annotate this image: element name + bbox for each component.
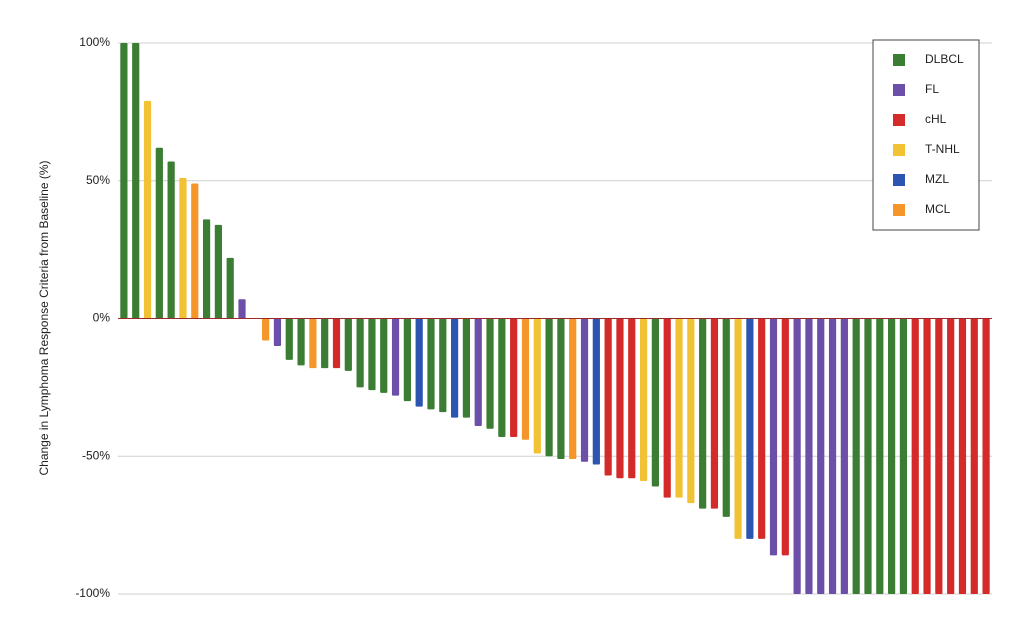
bar	[262, 318, 270, 341]
bar	[970, 318, 978, 594]
bar	[202, 219, 211, 319]
bar	[510, 318, 518, 437]
bar	[687, 318, 695, 504]
y-tick-label: -100%	[75, 586, 110, 600]
bar	[238, 299, 246, 319]
bar	[521, 318, 530, 440]
bar	[155, 147, 163, 319]
bar	[675, 318, 683, 498]
bar	[734, 318, 742, 539]
bar	[297, 318, 305, 366]
bar	[309, 318, 317, 369]
legend-swatch	[893, 204, 905, 216]
y-tick-label: -50%	[82, 448, 110, 462]
legend-label: cHL	[925, 112, 947, 126]
bar	[191, 183, 199, 319]
bar	[888, 318, 896, 594]
bar	[321, 318, 329, 369]
legend-label: DLBCL	[925, 52, 964, 66]
bar	[120, 43, 128, 319]
bar	[569, 318, 577, 460]
legend-label: MZL	[925, 172, 949, 186]
y-tick-label: 50%	[86, 173, 110, 187]
legend-swatch	[893, 174, 905, 186]
bar	[758, 318, 766, 539]
bar	[864, 318, 872, 594]
bar	[486, 318, 494, 429]
bar	[899, 318, 908, 594]
bar	[462, 318, 471, 418]
y-axis-label: Change in Lymphoma Response Criteria fro…	[37, 160, 51, 475]
y-tick-label: 100%	[79, 35, 110, 49]
bar	[580, 318, 589, 462]
bar	[391, 318, 400, 396]
legend-swatch	[893, 114, 905, 126]
bar	[947, 318, 955, 594]
bar	[852, 318, 860, 594]
legend-label: FL	[925, 82, 939, 96]
bar	[533, 318, 541, 454]
bar	[474, 318, 482, 426]
bar	[498, 318, 506, 437]
bar	[604, 318, 612, 476]
legend-swatch	[893, 54, 905, 66]
legend-swatch	[893, 144, 905, 156]
bar	[344, 318, 352, 371]
bar	[132, 43, 140, 319]
bar	[179, 177, 187, 319]
bar	[710, 318, 719, 509]
bar	[380, 318, 388, 393]
bar	[911, 318, 919, 594]
bar	[356, 318, 364, 388]
bar	[427, 318, 435, 410]
bar	[285, 318, 293, 360]
bar	[651, 318, 659, 487]
bar	[663, 318, 671, 498]
bar	[781, 318, 789, 556]
bar	[273, 318, 282, 347]
bar	[639, 318, 648, 482]
bar	[817, 318, 825, 594]
bar	[616, 318, 624, 479]
bar	[226, 257, 234, 319]
bar	[923, 318, 931, 594]
bar	[545, 318, 553, 457]
bar	[722, 318, 730, 517]
bar	[793, 318, 801, 594]
bar	[439, 318, 447, 413]
bar	[935, 318, 943, 594]
bar	[415, 318, 423, 407]
bar	[332, 318, 341, 369]
bar	[143, 100, 152, 319]
bar	[828, 318, 837, 594]
bar	[167, 161, 175, 319]
legend-swatch	[893, 84, 905, 96]
bar	[958, 318, 967, 594]
bar	[805, 318, 813, 594]
legend-box	[872, 39, 980, 231]
bar	[699, 318, 707, 509]
bar	[403, 318, 411, 402]
bar	[557, 318, 565, 460]
bar	[876, 318, 884, 594]
bar	[769, 318, 778, 556]
bar	[214, 224, 222, 319]
y-tick-label: 0%	[93, 311, 111, 325]
bar	[368, 318, 376, 391]
legend-label: T-NHL	[925, 142, 960, 156]
bar	[592, 318, 600, 465]
bar	[746, 318, 754, 539]
legend-label: MCL	[925, 202, 951, 216]
bar	[628, 318, 636, 479]
bar	[451, 318, 459, 418]
bar	[982, 318, 990, 594]
bar	[840, 318, 848, 594]
